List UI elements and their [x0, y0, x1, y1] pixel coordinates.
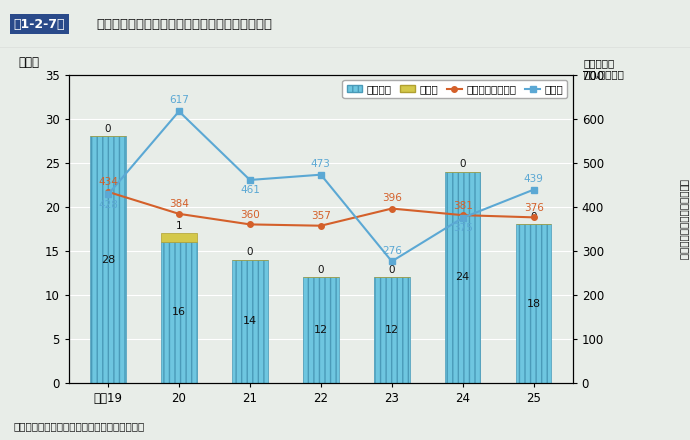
Text: 428: 428 — [98, 200, 118, 210]
Text: 0: 0 — [460, 159, 466, 169]
Text: 流出事故発生件数及び損害額: 流出事故発生件数及び損害額 — [680, 180, 689, 260]
Bar — [445, 172, 480, 383]
Text: 0: 0 — [531, 212, 537, 222]
Text: 14: 14 — [243, 316, 257, 326]
Text: 0: 0 — [105, 124, 111, 134]
Text: 12: 12 — [385, 325, 399, 335]
Legend: 負傷者数, 死者数, 流出事故発生件数, 損害額: 負傷者数, 死者数, 流出事故発生件数, 損害額 — [342, 80, 567, 99]
Text: （備考）「危険物に係る事故報告」により作成: （備考）「危険物に係る事故報告」により作成 — [14, 421, 145, 431]
Y-axis label: （人）: （人） — [18, 55, 39, 69]
Bar — [303, 277, 339, 383]
Text: 24: 24 — [455, 272, 470, 282]
Text: 18: 18 — [526, 299, 541, 308]
Text: 12: 12 — [314, 325, 328, 335]
Text: （各年中）: （各年中） — [583, 58, 614, 68]
Text: 28: 28 — [101, 255, 115, 264]
Bar — [374, 277, 410, 383]
Text: 0: 0 — [317, 264, 324, 275]
Text: 434: 434 — [98, 176, 118, 187]
Text: 473: 473 — [311, 159, 331, 169]
Text: 16: 16 — [172, 308, 186, 317]
Text: ㅧ1-2-7図: ㅧ1-2-7図 — [14, 18, 66, 31]
Text: 617: 617 — [169, 95, 189, 105]
Text: 357: 357 — [311, 211, 331, 221]
Text: 384: 384 — [169, 198, 189, 209]
Text: 危険物施設における流出事故発生件数と被害状況: 危険物施設における流出事故発生件数と被害状況 — [97, 18, 273, 31]
Text: 376: 376 — [524, 203, 544, 213]
Bar — [90, 136, 126, 383]
Text: （件,百万円）: （件,百万円） — [583, 69, 624, 79]
Bar — [161, 242, 197, 383]
Text: 0: 0 — [388, 264, 395, 275]
Text: 439: 439 — [524, 174, 544, 184]
Bar — [516, 224, 551, 383]
Text: 381: 381 — [453, 201, 473, 211]
Text: 0: 0 — [246, 247, 253, 257]
Bar — [232, 260, 268, 383]
Bar — [161, 233, 197, 242]
Text: 396: 396 — [382, 193, 402, 203]
Text: 360: 360 — [240, 210, 259, 220]
Text: 461: 461 — [240, 185, 260, 195]
Text: 1: 1 — [176, 220, 182, 231]
Text: 276: 276 — [382, 246, 402, 256]
Text: 375: 375 — [453, 223, 473, 233]
